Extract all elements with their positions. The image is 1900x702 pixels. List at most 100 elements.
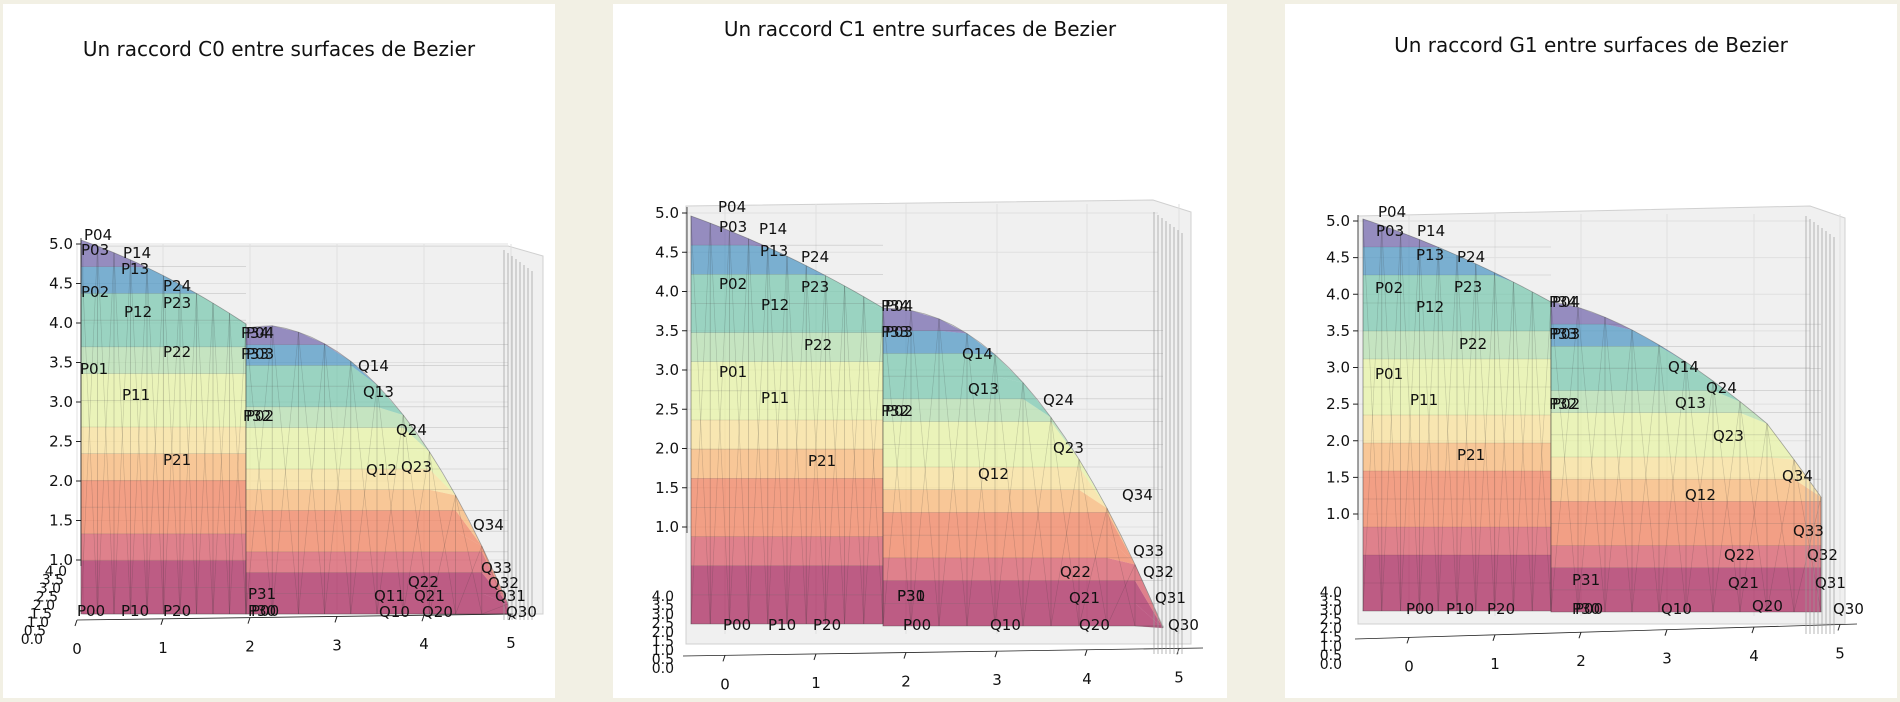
control-point-label: P02	[885, 402, 913, 420]
z-tick-label: 4.5	[655, 243, 679, 261]
surface-p-band	[1363, 499, 1551, 527]
y-tick-label: 4.0	[45, 564, 67, 580]
surface-p-band	[691, 536, 883, 566]
plot-title-g1: Un raccord G1 entre surfaces de Bezier	[1394, 33, 1788, 57]
surface-p-band	[691, 478, 883, 508]
x-tick	[1578, 632, 1582, 639]
surface-p-mesh	[113, 252, 131, 615]
surface-p-band	[691, 449, 883, 479]
x-tick	[334, 616, 338, 623]
control-point-label: P12	[1416, 298, 1444, 316]
surface-q-mesh	[1739, 423, 1768, 613]
z-tick-label: 2.5	[1326, 395, 1350, 413]
surface-q-mesh	[429, 451, 456, 615]
surface-q-mesh	[1577, 317, 1606, 613]
control-point-label: P11	[122, 386, 150, 404]
control-point-label: P22	[163, 343, 191, 361]
surface-q-mesh	[429, 495, 456, 615]
control-point-label: P22	[804, 336, 832, 354]
surface-q-band	[1551, 390, 1821, 497]
z-tick-label: 5.0	[655, 204, 679, 222]
surface-p-mesh	[1513, 282, 1533, 612]
surface-p-band	[81, 560, 246, 588]
control-point-label: Q21	[1728, 574, 1759, 592]
surface-p-band	[81, 346, 246, 374]
surface-q-mesh	[966, 333, 996, 627]
control-point-label: P11	[1410, 391, 1438, 409]
control-point-label: P31	[1572, 571, 1600, 589]
surface-q-band	[883, 603, 1163, 628]
control-point-label: P13	[760, 242, 788, 260]
control-point-label: P13	[1416, 246, 1444, 264]
surface-q-mesh	[1106, 564, 1136, 627]
control-point-label: P24	[801, 248, 829, 266]
z-tick-label: 4.5	[49, 275, 73, 293]
surface-plot-c1: 1.01.52.02.53.03.54.04.55.00.00.51.01.52…	[652, 198, 1204, 693]
control-point-label: Q11	[374, 587, 405, 605]
z-tick-label: 4.0	[49, 314, 73, 332]
x-tick-label: 1	[1490, 655, 1500, 673]
control-point-label: P04	[1378, 203, 1406, 221]
surface-q-mesh	[245, 327, 273, 615]
surface-q-mesh	[1550, 307, 1579, 613]
control-point-label: Q34	[1782, 467, 1813, 485]
control-point-label: P04	[84, 226, 112, 244]
y-tick-label: 2.0	[33, 598, 55, 614]
surface-p-mesh	[1456, 255, 1477, 612]
surface-q-mesh	[1685, 380, 1714, 613]
surface-q-mesh	[1766, 423, 1795, 613]
surface-q-mesh	[938, 333, 968, 627]
control-point-label: P32	[881, 402, 909, 420]
control-point-label: Q20	[422, 603, 453, 621]
plot-title-c0: Un raccord C0 entre surfaces de Bezier	[82, 37, 476, 61]
surface-p-mesh	[229, 313, 247, 615]
surface-p-band	[691, 303, 883, 333]
plot-panel-c0: Un raccord C0 entre surfaces de Bezier 1…	[3, 4, 555, 698]
y-tick-label: 1.0	[652, 643, 674, 659]
plot-panel-g1: Un raccord G1 entre surfaces de Bezier 1…	[1285, 4, 1897, 698]
control-point-label: P33	[241, 345, 269, 363]
x-tick	[74, 619, 78, 627]
z-tick-label: 4.5	[1326, 249, 1350, 267]
surface-q-mesh	[298, 332, 325, 615]
surface-p-mesh	[863, 307, 884, 625]
surface-q-mesh	[402, 414, 430, 615]
x-tick-label: 2	[901, 673, 911, 691]
x-tick-label: 1	[158, 639, 168, 657]
control-point-label: P34	[241, 324, 269, 342]
surface-p-mesh	[1475, 272, 1495, 612]
control-point-label: Q20	[1079, 616, 1110, 634]
y-tick-label: 1.5	[1320, 630, 1342, 646]
control-point-label: P31	[897, 587, 925, 605]
surface-q-mesh	[1658, 362, 1687, 613]
surface-q-mesh	[402, 451, 430, 615]
surface-q-mesh	[455, 545, 483, 615]
z-tick-label: 4.0	[1326, 285, 1350, 303]
surface-q-mesh	[376, 414, 404, 615]
surface-q-band	[246, 406, 508, 604]
x-tick-label: 1	[811, 674, 821, 692]
y-tick-label: 3.0	[652, 607, 674, 623]
surface-p-mesh	[844, 296, 865, 625]
z-tick-label: 1.0	[655, 518, 679, 536]
surface-q-mesh	[1658, 344, 1687, 613]
surface-plot-c0: 1.01.52.02.53.03.54.04.55.00.00.51.01.52…	[21, 226, 544, 658]
control-point-label: P31	[248, 585, 276, 603]
surface-p-mesh	[1381, 232, 1401, 612]
surface-q-mesh	[376, 384, 404, 615]
surface-p-band	[81, 427, 246, 454]
x-tick	[903, 652, 907, 659]
x-axis-line	[1354, 623, 1858, 640]
control-point-label: P32	[243, 407, 271, 425]
y-tick-label: 1.5	[652, 634, 674, 650]
surface-q-mesh	[1078, 508, 1108, 627]
surface-q-band	[883, 444, 1163, 628]
z-tick-label: 1.0	[49, 551, 73, 569]
surface-p-band	[1363, 359, 1551, 387]
surface-q-mesh	[910, 318, 940, 627]
control-point-label: Q33	[1133, 542, 1164, 560]
surface-p-band	[1363, 471, 1551, 499]
control-point-label: P01	[1375, 365, 1403, 383]
surface-q-band	[246, 593, 508, 614]
surface-p-mesh	[729, 230, 749, 625]
